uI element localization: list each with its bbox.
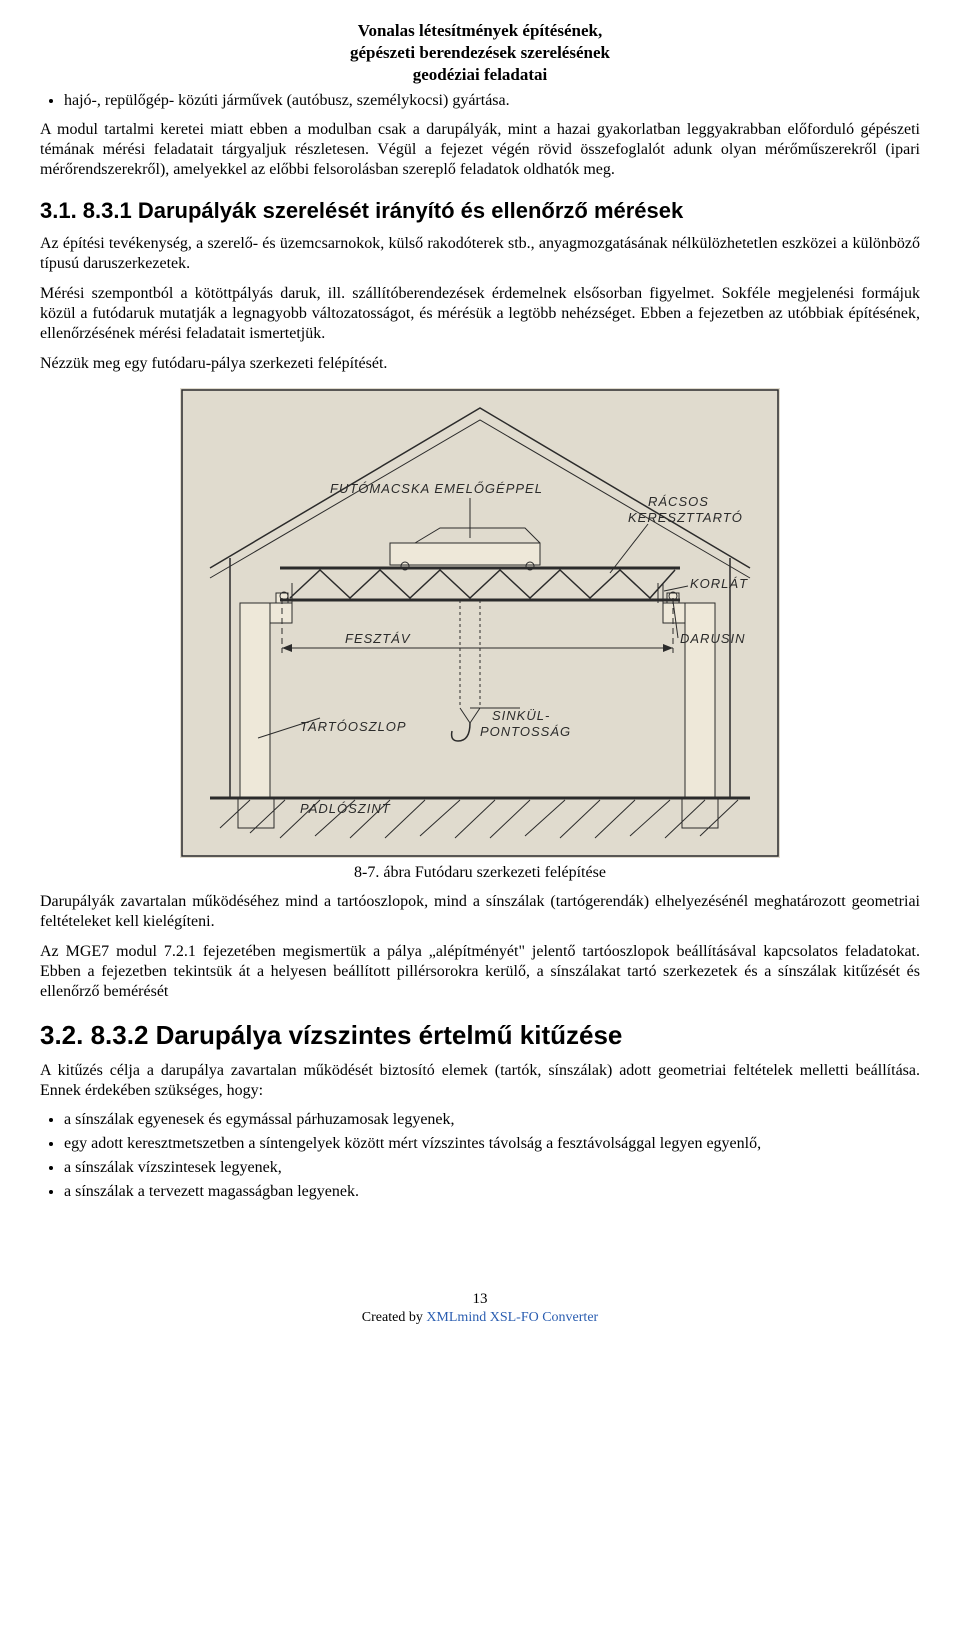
paragraph: Darupályák zavartalan működéséhez mind a… bbox=[40, 892, 920, 932]
svg-text:PONTOSSÁG: PONTOSSÁG bbox=[480, 724, 571, 739]
svg-text:SINKÜL-: SINKÜL- bbox=[492, 708, 550, 723]
footer-credit: Created by XMLmind XSL-FO Converter bbox=[40, 1310, 920, 1326]
left-corbel bbox=[270, 603, 292, 623]
label-fesztav: FESZTÁV bbox=[345, 631, 411, 646]
bullet-text: egy adott keresztmetszetben a síntengely… bbox=[64, 1135, 761, 1152]
paragraph: A modul tartalmi keretei miatt ebben a m… bbox=[40, 120, 920, 180]
paragraph: A kitűzés célja a darupálya zavartalan m… bbox=[40, 1061, 920, 1101]
header-line-1: Vonalas létesítmények építésének, bbox=[40, 20, 920, 42]
page-number: 13 bbox=[40, 1291, 920, 1308]
label-tartooszlop: TARTÓOSZLOP bbox=[300, 719, 407, 734]
top-bullet-list: hajó-, repülőgép- közúti járművek (autób… bbox=[40, 92, 920, 110]
footer-prefix: Created by bbox=[362, 1310, 427, 1325]
paragraph: Az építési tevékenység, a szerelő- és üz… bbox=[40, 234, 920, 274]
paragraph: Nézzük meg egy futódaru-pálya szerkezeti… bbox=[40, 354, 920, 374]
bullet-text: a sínszálak egyenesek és egymással párhu… bbox=[64, 1111, 455, 1128]
paragraph: Mérési szempontból a kötöttpályás daruk,… bbox=[40, 284, 920, 344]
label-racsos1: RÁCSOS bbox=[648, 494, 709, 509]
list-item: a sínszálak egyenesek és egymással párhu… bbox=[64, 1111, 920, 1129]
label-darusin: DARUSIN bbox=[680, 631, 746, 646]
page: Vonalas létesítmények építésének, gépész… bbox=[0, 0, 960, 1366]
paragraph: Az MGE7 modul 7.2.1 fejezetében megismer… bbox=[40, 942, 920, 1002]
footer-converter: XMLmind XSL-FO Converter bbox=[426, 1310, 598, 1325]
header-line-2: gépészeti berendezések szerelésének bbox=[40, 42, 920, 64]
label-racsos2: KERESZTTARTÓ bbox=[628, 510, 743, 525]
list-item: a sínszálak vízszintesek legyenek, bbox=[64, 1159, 920, 1177]
figure-caption: 8-7. ábra Futódaru szerkezeti felépítése bbox=[40, 864, 920, 882]
list-item: a sínszálak a tervezett magasságban legy… bbox=[64, 1183, 920, 1201]
left-column bbox=[240, 603, 270, 798]
figure-8-7: FESZTÁV TARTÓOSZLOP SINKÜL- PONTOSSÁG FU… bbox=[40, 388, 920, 858]
section-heading-3-1: 3.1. 8.3.1 Darupályák szerelését irányít… bbox=[40, 198, 920, 224]
crane-diagram: FESZTÁV TARTÓOSZLOP SINKÜL- PONTOSSÁG FU… bbox=[180, 388, 780, 858]
header-line-3: geodéziai feladatai bbox=[40, 64, 920, 86]
section-heading-3-2: 3.2. 8.3.2 Darupálya vízszintes értelmű … bbox=[40, 1020, 920, 1051]
list-item: egy adott keresztmetszetben a síntengely… bbox=[64, 1135, 920, 1153]
list-item: hajó-, repülőgép- közúti járművek (autób… bbox=[64, 92, 920, 110]
bullet-text: hajó-, repülőgép- közúti járművek (autób… bbox=[64, 92, 510, 109]
running-header: Vonalas létesítmények építésének, gépész… bbox=[40, 20, 920, 86]
label-futomacska: FUTÓMACSKA EMELŐGÉPPEL bbox=[330, 481, 543, 496]
bottom-bullet-list: a sínszálak egyenesek és egymással párhu… bbox=[40, 1111, 920, 1201]
label-korlat: KORLÁT bbox=[690, 576, 748, 591]
bullet-text: a sínszálak a tervezett magasságban legy… bbox=[64, 1183, 359, 1200]
bullet-text: a sínszálak vízszintesek legyenek, bbox=[64, 1159, 282, 1176]
